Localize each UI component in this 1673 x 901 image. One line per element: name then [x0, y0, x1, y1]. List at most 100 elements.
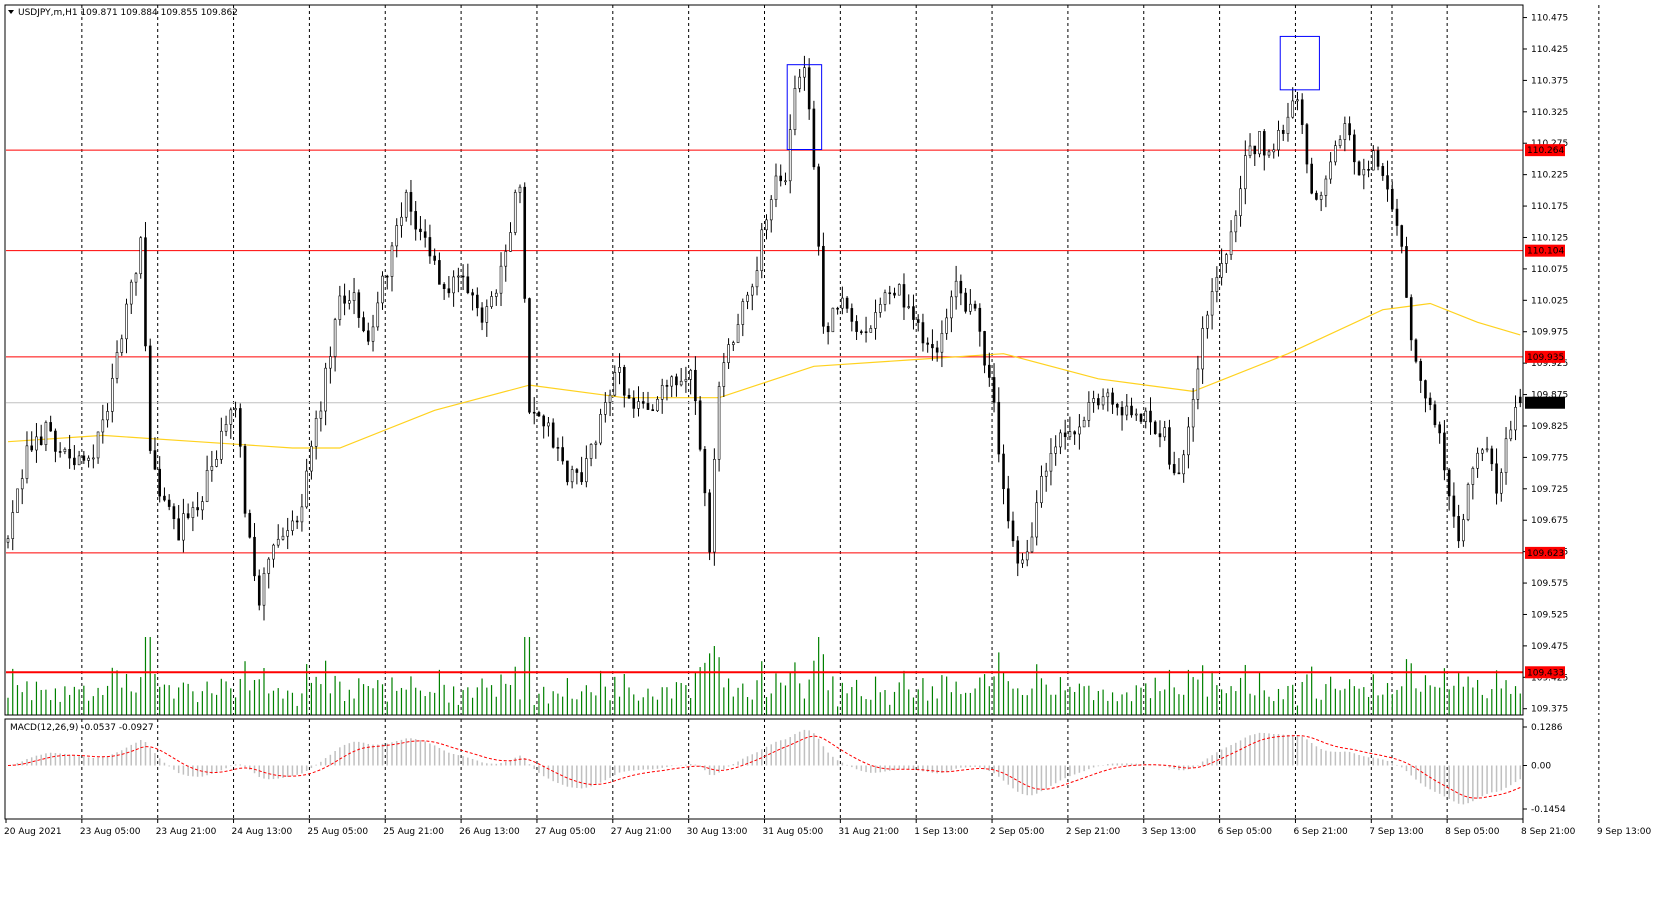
candle-body: [1420, 361, 1422, 380]
candle-body: [225, 424, 227, 431]
candle-body: [1448, 470, 1450, 496]
candle-body: [26, 446, 28, 479]
candle-body: [1249, 146, 1251, 156]
candle-body: [1007, 489, 1009, 521]
candle-body: [619, 367, 621, 372]
candle-body: [216, 459, 218, 466]
candle-body: [391, 246, 393, 277]
candle-body: [1168, 428, 1170, 465]
highlight-box[interactable]: [1280, 36, 1319, 89]
candle-body: [363, 318, 365, 331]
candle-body: [1050, 453, 1052, 471]
candle-body: [476, 295, 478, 308]
candle-body: [671, 377, 673, 386]
x-tick-label: 25 Aug 21:00: [383, 827, 444, 837]
candle-body: [1334, 146, 1336, 162]
candle-body: [893, 293, 895, 295]
candle-body: [434, 256, 436, 260]
candle-body: [1505, 439, 1507, 473]
candle-body: [1183, 455, 1185, 474]
candle-body: [1045, 471, 1047, 476]
candle-body: [889, 293, 891, 294]
candle-body: [1083, 420, 1085, 427]
candle-body: [713, 459, 715, 552]
macd-y-tick-label: 0.1286: [1531, 723, 1563, 733]
candle-body: [1197, 369, 1199, 399]
candle-body: [1353, 135, 1355, 162]
candle-body: [277, 539, 279, 545]
candle-body: [73, 458, 75, 465]
candle-body: [837, 308, 839, 309]
y-tick-label: 109.975: [1531, 328, 1568, 338]
candle-body: [614, 372, 616, 395]
candle-body: [898, 284, 900, 295]
candle-body: [353, 293, 355, 301]
x-tick-label: 1 Sep 13:00: [914, 827, 969, 837]
candle-body: [514, 192, 516, 232]
candle-body: [519, 187, 521, 192]
candle-body: [552, 423, 554, 447]
candle-body: [220, 431, 222, 459]
candle-body: [690, 370, 692, 379]
x-tick-label: 8 Sep 21:00: [1521, 827, 1576, 837]
candle-body: [1363, 169, 1365, 175]
candle-body: [870, 328, 872, 332]
candle-body: [1131, 406, 1133, 415]
candle-body: [955, 281, 957, 297]
x-tick-label: 26 Aug 13:00: [459, 827, 520, 837]
candle-body: [528, 299, 530, 413]
candle-body: [562, 448, 564, 461]
candle-body: [1040, 476, 1042, 502]
candle-body: [405, 192, 407, 217]
candle-body: [510, 233, 512, 252]
candle-body: [723, 363, 725, 387]
candle-body: [595, 443, 597, 444]
candle-body: [780, 176, 782, 181]
candle-body: [1102, 397, 1104, 405]
level-price-label: 109.433: [1527, 668, 1564, 678]
candle-body: [576, 470, 578, 473]
candle-body: [1477, 453, 1479, 468]
candle-body: [111, 378, 113, 411]
dropdown-triangle-icon[interactable]: [8, 10, 14, 14]
y-tick-label: 109.475: [1531, 642, 1568, 652]
candle-body: [400, 217, 402, 225]
candle-body: [524, 187, 526, 298]
candle-body: [258, 576, 260, 605]
candle-body: [495, 293, 497, 296]
candle-body: [1472, 468, 1474, 484]
candle-body: [922, 323, 924, 343]
candle-body: [329, 357, 331, 369]
candle-body: [50, 422, 52, 431]
candle-body: [1481, 450, 1483, 453]
candle-body: [140, 238, 142, 274]
candle-body: [344, 296, 346, 303]
candle-body: [960, 281, 962, 293]
candle-body: [1424, 381, 1426, 399]
candle-body: [178, 519, 180, 540]
candle-body: [856, 321, 858, 331]
candle-body: [505, 251, 507, 266]
candle-body: [1216, 277, 1218, 291]
candle-body: [144, 238, 146, 346]
candle-body: [211, 466, 213, 470]
highlight-boxes[interactable]: [787, 36, 1319, 149]
candle-body: [1344, 124, 1346, 140]
candle-body: [1121, 407, 1123, 415]
x-tick-label: 23 Aug 21:00: [156, 827, 217, 837]
candle-body: [45, 422, 47, 444]
candle-body: [358, 293, 360, 318]
candle-body: [1491, 449, 1493, 464]
candle-body: [1031, 537, 1033, 552]
macd-y-tick-label: -0.1454: [1531, 805, 1566, 815]
level-price-label: 110.104: [1527, 247, 1564, 257]
x-tick-label: 9 Sep 13:00: [1597, 827, 1652, 837]
candle-body: [372, 327, 374, 341]
candle-body: [931, 344, 933, 347]
current-price-label: 109.862: [1527, 399, 1564, 409]
candle-body: [1453, 496, 1455, 516]
candle-body: [590, 444, 592, 458]
candle-body: [988, 365, 990, 377]
